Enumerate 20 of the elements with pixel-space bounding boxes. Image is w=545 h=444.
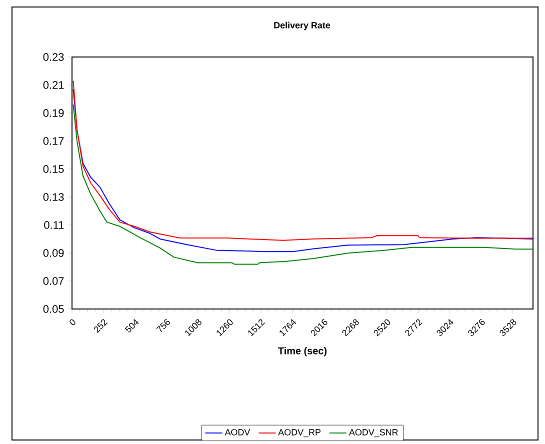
chart-title: Delivery Rate — [274, 22, 330, 30]
y-tick-label: 0.05 — [43, 305, 64, 313]
x-tick-label: 252 — [94, 319, 108, 333]
x-axis-title: Time (sec) — [278, 347, 327, 356]
x-tick-label: 504 — [124, 319, 139, 332]
y-tick-label: 0.15 — [43, 165, 64, 173]
line-series — [72, 104, 534, 265]
x-tick-label: 0 — [70, 319, 76, 326]
y-tick-label: 0.19 — [43, 109, 64, 117]
x-tick-label: 756 — [156, 319, 170, 332]
y-tick-label: 0.17 — [43, 137, 64, 145]
legend-label: AODV_SNR — [348, 429, 398, 438]
legend-label: AODV — [224, 429, 250, 436]
y-tick-label: 0.23 — [43, 53, 64, 61]
legend-label: AODV_RP — [278, 429, 321, 438]
y-tick-label: 0.09 — [43, 249, 64, 257]
y-tick-label: 0.11 — [44, 221, 64, 229]
y-tick-label: 0.13 — [43, 193, 64, 201]
y-tick-label: 0.07 — [43, 277, 64, 285]
y-tick-label: 0.21 — [43, 81, 64, 89]
